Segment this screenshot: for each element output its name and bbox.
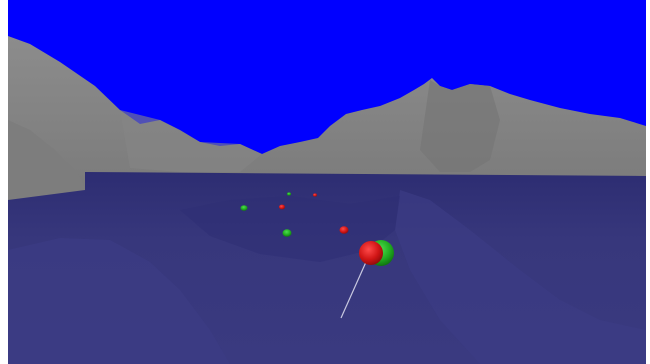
- pickup-green: [282, 229, 292, 237]
- mountain-left-slope: [8, 120, 85, 200]
- mountain-mid-shade: [120, 110, 262, 172]
- right-border: [646, 0, 650, 364]
- underwater-ridge-right: [395, 190, 646, 364]
- pickup-red: [279, 204, 285, 210]
- pickup-green: [287, 192, 291, 196]
- underwater-basin: [180, 196, 400, 262]
- aim-line: [340, 261, 367, 319]
- left-border: [0, 0, 8, 364]
- player-red-sphere: [359, 241, 383, 265]
- pickup-green: [240, 205, 248, 211]
- mountain-ridge-shade: [420, 80, 500, 172]
- pickup-red: [313, 193, 317, 197]
- underwater-ridge-left: [8, 238, 230, 364]
- pickup-red: [339, 226, 349, 234]
